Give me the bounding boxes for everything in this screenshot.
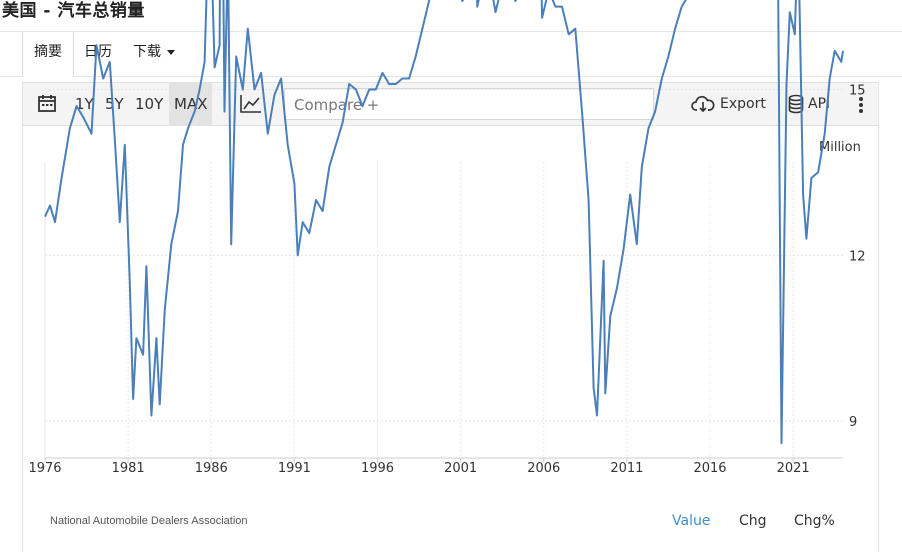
- toggle-chg-percent[interactable]: Chg%: [794, 513, 835, 529]
- range-5y[interactable]: 5Y: [105, 95, 124, 113]
- x-tick-label: 1996: [361, 461, 394, 476]
- tab-bar: 摘要 日历 下载: [0, 31, 902, 77]
- tab-download[interactable]: 下载: [133, 32, 175, 76]
- range-1y[interactable]: 1Y: [75, 95, 94, 113]
- calendar-icon[interactable]: [37, 93, 57, 115]
- range-10y[interactable]: 10Y: [135, 95, 164, 113]
- x-tick-label: 2011: [610, 461, 643, 476]
- more-vertical-icon[interactable]: [858, 96, 864, 118]
- series-line[interactable]: [44, 0, 844, 445]
- y-tick-label: 15: [849, 84, 866, 99]
- api-button[interactable]: API: [808, 96, 831, 112]
- export-button[interactable]: Export: [720, 96, 766, 112]
- toggle-chg[interactable]: Chg: [739, 513, 767, 529]
- x-tick-label: 1976: [28, 461, 61, 476]
- x-tick-label: 2001: [444, 461, 477, 476]
- x-tick-label: 1986: [195, 461, 228, 476]
- x-tick-label: 1991: [278, 461, 311, 476]
- y-tick-label: 12: [849, 249, 866, 264]
- cloud-download-icon[interactable]: [691, 94, 715, 116]
- y-axis-unit: Million: [819, 140, 861, 155]
- tab-download-label: 下载: [133, 44, 161, 60]
- x-tick-label: 2006: [527, 461, 560, 476]
- data-source: National Automobile Dealers Association: [50, 515, 248, 527]
- page-title: 美国 - 汽车总销量: [2, 1, 145, 21]
- x-tick-label: 2016: [693, 461, 726, 476]
- y-tick-label: 9: [849, 415, 857, 430]
- tab-summary[interactable]: 摘要: [22, 32, 74, 77]
- x-tick-label: 2021: [777, 461, 810, 476]
- x-tick-label: 1981: [112, 461, 145, 476]
- toggle-value[interactable]: Value: [672, 513, 711, 529]
- chart-type-icon[interactable]: [240, 94, 262, 116]
- caret-down-icon: [167, 49, 175, 55]
